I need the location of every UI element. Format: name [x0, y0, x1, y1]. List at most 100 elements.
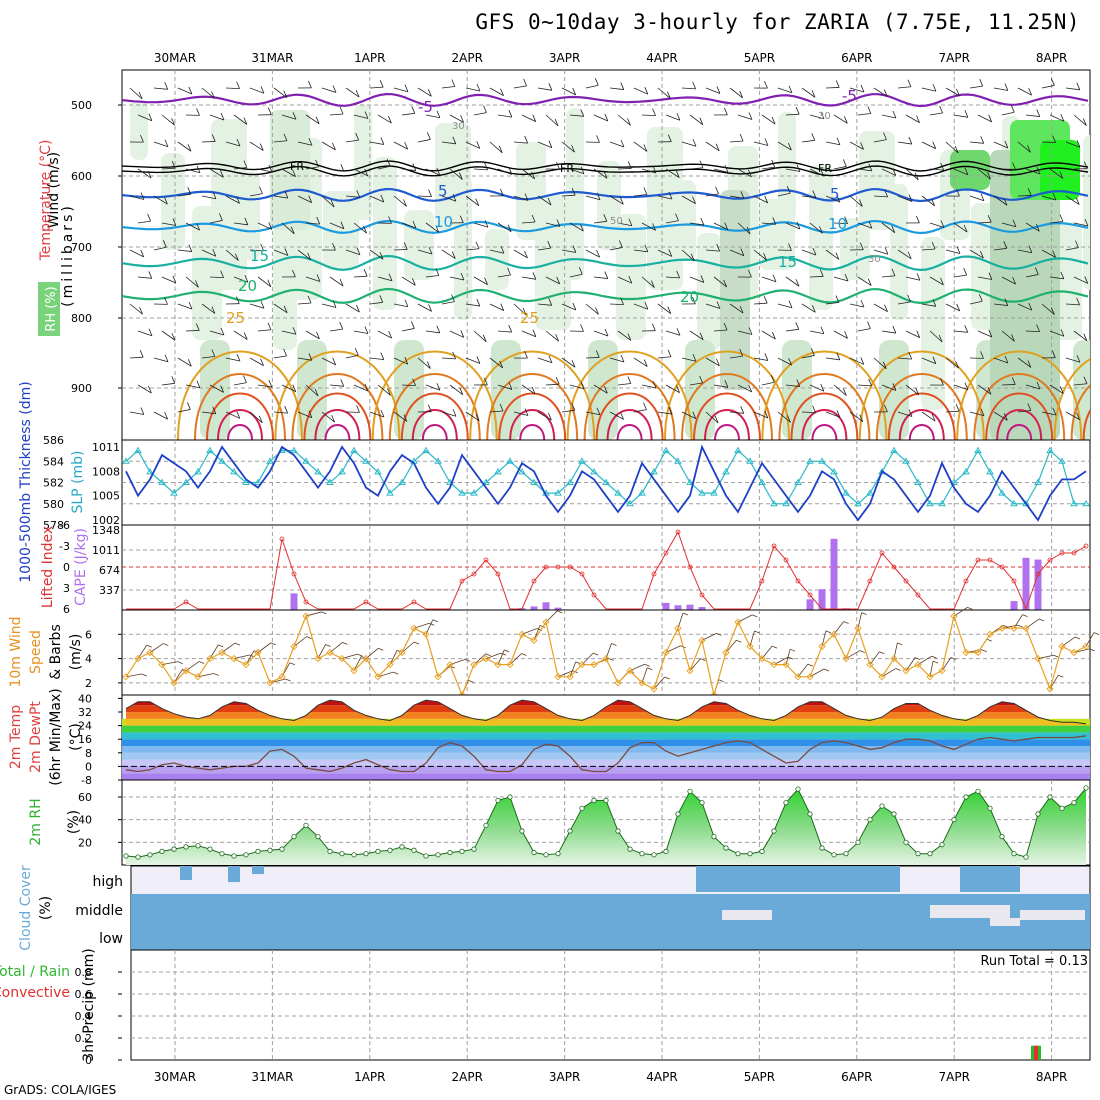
wind-barb: [681, 357, 697, 362]
wind-barb-flag: [675, 170, 680, 178]
wind-barb-flag: [628, 218, 633, 226]
wind-barb: [257, 276, 272, 288]
li-point: [483, 557, 489, 563]
thickness-point: [338, 468, 346, 475]
wind-barb: [609, 357, 625, 363]
wind-barb-flag: [354, 348, 359, 356]
wind-barb-flag: [267, 322, 272, 330]
wind-speed-point: [422, 630, 430, 638]
thickness-point: [194, 468, 202, 475]
wind-barb: [1041, 195, 1057, 201]
wind-barb: [329, 168, 344, 172]
wind-barb: [609, 247, 623, 251]
wind-barb-flag: [820, 326, 825, 334]
wind-barb: [201, 303, 216, 314]
li-point: [687, 564, 693, 570]
rh-point: [879, 803, 885, 809]
wind-barb-flag: [212, 406, 217, 414]
rh-point: [135, 854, 141, 860]
wind-barb-flag: [332, 357, 337, 366]
thickness-point: [482, 478, 490, 485]
wind-barb-flag: [403, 199, 407, 207]
cloud-high-bar: [804, 866, 816, 892]
rh-point: [603, 797, 609, 804]
wind-barb: [497, 384, 513, 390]
wind-speed-point: [194, 673, 202, 681]
wind-barb-flag: [787, 415, 791, 423]
wind-barb: [753, 249, 767, 261]
wind-speed-point: [494, 661, 502, 669]
wind-speed-point: [770, 661, 778, 669]
thickness-point: [734, 446, 742, 454]
wind-barb-flag: [459, 215, 464, 223]
wind-barb-flag: [460, 115, 464, 123]
wind-barb: [153, 411, 168, 420]
rh-point: [999, 834, 1005, 840]
wind-barb: [561, 249, 576, 253]
contour-warm-dome: [1070, 384, 1090, 440]
wind-barb-flag: [379, 295, 384, 303]
thickness-point: [698, 489, 706, 496]
wind-barb-flag: [748, 112, 753, 120]
wind-barb-flag: [332, 85, 337, 93]
wind-barb-flag: [716, 301, 721, 309]
wind-barb: [305, 166, 319, 170]
wind-barb: [897, 357, 912, 360]
cloud-high-bar: [720, 866, 732, 892]
wind-barb: [225, 411, 240, 419]
wind-barb-flag: [771, 645, 778, 649]
wind-barb-flag: [596, 135, 600, 143]
wind-barb-flag: [427, 89, 432, 97]
ylabel-rh: RH (%): [44, 286, 59, 331]
wind-barb-flag: [1084, 218, 1089, 227]
wind-barb: [905, 384, 919, 396]
wind-speed-point: [482, 654, 490, 663]
thickness-point: [266, 457, 274, 464]
wind-barb-flag: [908, 136, 913, 145]
wind-barb-flag: [283, 348, 287, 357]
wind-barb: [785, 276, 800, 287]
wind-speed-point: [290, 642, 298, 651]
wind-barb: [713, 329, 728, 332]
wind-barb-flag: [844, 216, 848, 224]
wind-barb: [665, 114, 681, 121]
wind-barb-flag: [836, 195, 841, 203]
rh-point: [795, 786, 801, 792]
rh-point: [639, 851, 645, 857]
wind-speed-point: [782, 661, 790, 669]
wind-barb: [785, 384, 800, 387]
wind-barb-flag: [140, 249, 145, 258]
wind-barb-flag: [724, 380, 729, 388]
wind-barb-flag: [436, 110, 441, 118]
contour-warm-dome: [217, 409, 263, 440]
wind-barb: [945, 249, 961, 254]
wind-barb: [561, 357, 576, 368]
wind-barb: [737, 114, 753, 120]
wind-barb: [689, 222, 704, 226]
wind-barb: [249, 249, 264, 252]
wind-speed-point: [434, 673, 442, 681]
rh-point: [651, 852, 657, 858]
wind-barb-flag: [524, 193, 529, 201]
cloud-high-bar: [852, 866, 864, 892]
tick-label: 0.8: [75, 966, 93, 979]
wind-barb-flag: [435, 225, 440, 233]
wind-speed-point: [1046, 685, 1054, 693]
wind-barb-flag: [476, 141, 481, 149]
wind-barb: [393, 411, 408, 422]
rh-blob: [678, 180, 696, 260]
wind-speed-point: [674, 624, 682, 632]
wind-barb: [369, 301, 383, 305]
wind-barb-flag: [555, 333, 559, 342]
wind-barb: [705, 87, 721, 94]
tick-label: 24: [78, 720, 92, 733]
ylabel-2m-dewpt: 2m DewPt: [28, 701, 44, 773]
wind-barb-flag: [860, 299, 865, 308]
cloud-gap: [1020, 910, 1085, 920]
wind-barb-flag: [940, 277, 944, 286]
wind-barb: [401, 328, 415, 332]
wind-barb: [1001, 330, 1015, 342]
contour-warm-dome: [421, 424, 448, 440]
